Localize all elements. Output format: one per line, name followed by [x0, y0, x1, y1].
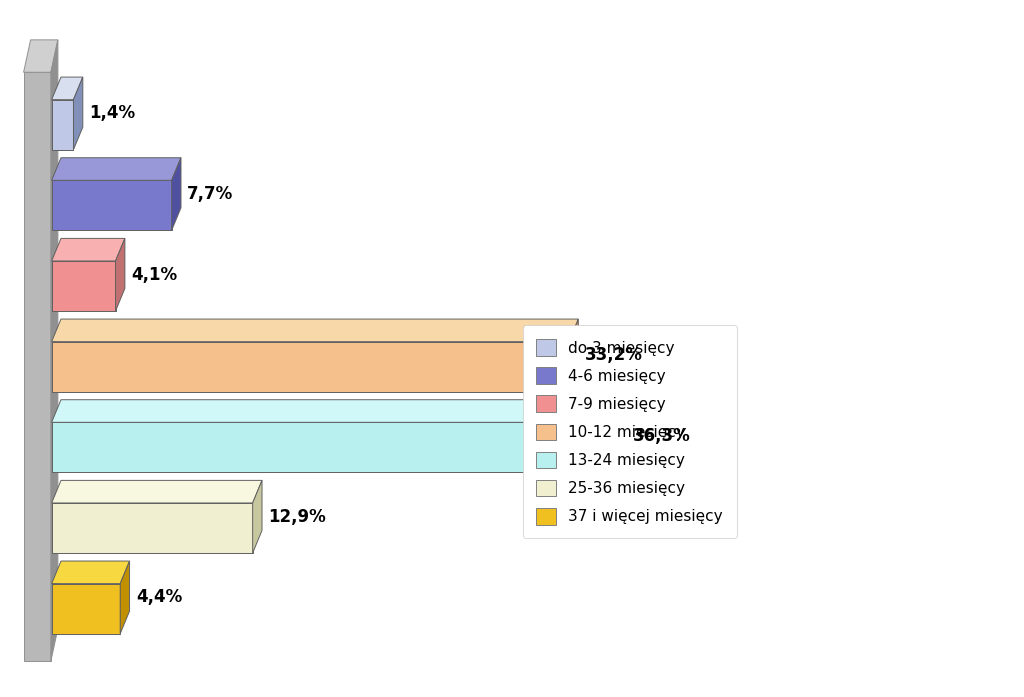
Text: 4,1%: 4,1%	[131, 266, 177, 284]
Polygon shape	[51, 40, 58, 661]
Polygon shape	[24, 40, 58, 72]
Bar	[51, 503, 253, 553]
Polygon shape	[172, 158, 181, 230]
Bar	[51, 181, 172, 230]
Bar	[24, 72, 51, 661]
Polygon shape	[120, 561, 130, 634]
Polygon shape	[51, 480, 262, 503]
Text: 4,4%: 4,4%	[136, 588, 182, 606]
Polygon shape	[51, 158, 181, 181]
Polygon shape	[617, 399, 627, 473]
Text: 12,9%: 12,9%	[268, 507, 326, 526]
Polygon shape	[51, 399, 627, 422]
Polygon shape	[51, 561, 130, 583]
Polygon shape	[116, 238, 125, 311]
Text: 36,3%: 36,3%	[633, 427, 690, 445]
Text: 1,4%: 1,4%	[89, 105, 135, 123]
Text: 33,2%: 33,2%	[585, 346, 642, 365]
Polygon shape	[569, 319, 579, 392]
Polygon shape	[51, 77, 83, 100]
Bar	[51, 100, 74, 150]
Polygon shape	[51, 319, 579, 342]
Bar	[51, 261, 116, 311]
Bar	[51, 342, 569, 392]
Polygon shape	[74, 77, 83, 150]
Polygon shape	[51, 238, 125, 261]
Text: 7,7%: 7,7%	[187, 185, 233, 203]
Bar	[51, 583, 120, 634]
Bar	[51, 422, 617, 473]
Polygon shape	[253, 480, 262, 553]
Legend: do 3 miesięcy, 4-6 miesięcy, 7-9 miesięcy, 10-12 miesięcy, 13-24 miesięcy, 25-36: do 3 miesięcy, 4-6 miesięcy, 7-9 miesięc…	[522, 325, 737, 538]
